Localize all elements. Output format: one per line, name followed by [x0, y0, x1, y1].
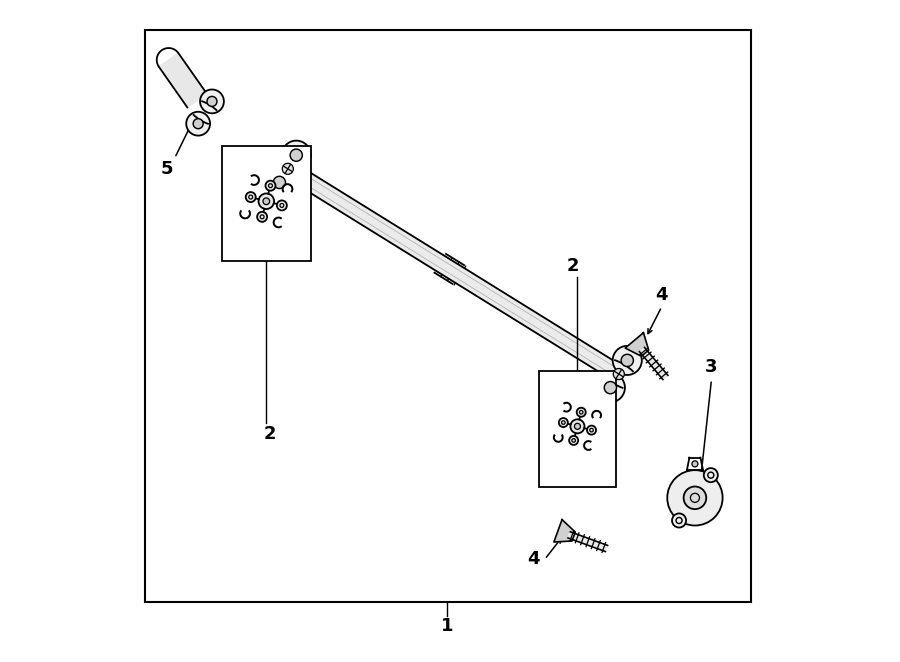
Circle shape	[283, 164, 293, 174]
Bar	[221, 146, 311, 261]
Circle shape	[207, 97, 217, 107]
Circle shape	[265, 168, 294, 197]
Circle shape	[569, 436, 578, 445]
Circle shape	[274, 176, 285, 189]
Circle shape	[596, 373, 625, 402]
Text: 4: 4	[526, 550, 539, 569]
Circle shape	[621, 354, 634, 367]
Circle shape	[587, 426, 596, 435]
Text: 5: 5	[160, 160, 173, 178]
Text: 2: 2	[264, 424, 276, 443]
Circle shape	[246, 192, 256, 202]
Circle shape	[200, 89, 224, 113]
Circle shape	[277, 201, 287, 211]
Text: 1: 1	[440, 616, 453, 635]
Circle shape	[263, 198, 270, 205]
Circle shape	[613, 369, 625, 379]
Circle shape	[667, 470, 723, 526]
Circle shape	[257, 212, 267, 222]
Circle shape	[684, 487, 706, 509]
Circle shape	[604, 381, 617, 394]
Text: 2: 2	[566, 257, 579, 275]
Polygon shape	[626, 333, 649, 356]
Polygon shape	[284, 162, 624, 381]
Circle shape	[672, 514, 686, 528]
Circle shape	[194, 118, 203, 128]
Circle shape	[692, 461, 698, 467]
Circle shape	[577, 408, 586, 417]
Polygon shape	[568, 532, 608, 551]
Circle shape	[704, 468, 718, 482]
Polygon shape	[554, 520, 575, 542]
Circle shape	[186, 112, 210, 136]
Circle shape	[571, 419, 584, 434]
Bar	[146, 30, 752, 602]
Circle shape	[290, 149, 302, 162]
Circle shape	[266, 181, 275, 191]
Circle shape	[282, 140, 310, 169]
Circle shape	[559, 418, 568, 427]
Polygon shape	[159, 53, 207, 107]
Circle shape	[574, 423, 580, 430]
Bar	[539, 371, 616, 487]
Text: 3: 3	[706, 358, 717, 377]
Circle shape	[613, 346, 642, 375]
Circle shape	[258, 193, 274, 209]
Polygon shape	[640, 348, 668, 379]
Text: 4: 4	[655, 285, 668, 304]
